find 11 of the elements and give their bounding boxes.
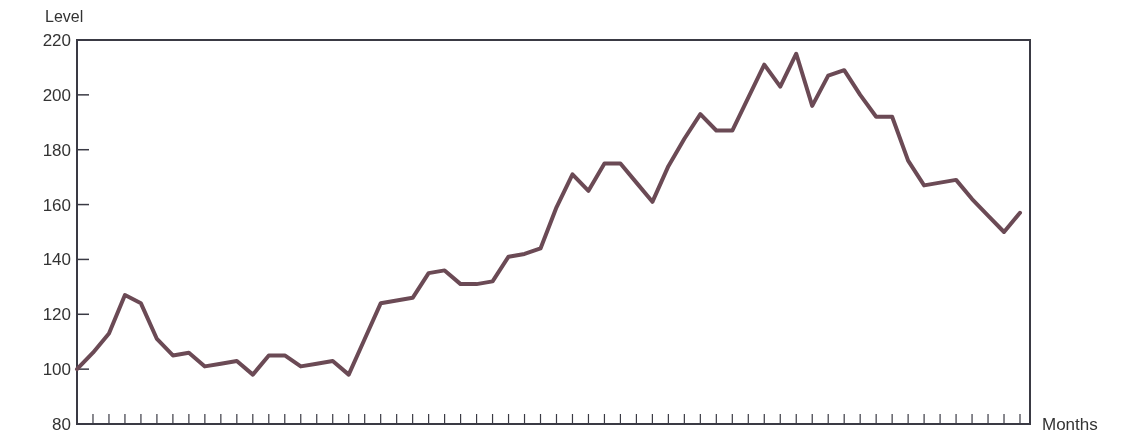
y-tick-label: 180 (42, 140, 71, 160)
y-tick-label: 220 (42, 30, 71, 50)
y-tick-label: 80 (52, 414, 71, 434)
y-tick-label: 100 (42, 360, 71, 380)
y-tick-label: 160 (42, 195, 71, 215)
y-axis-title: Level (45, 8, 84, 25)
y-tick-label: 140 (42, 250, 71, 270)
y-tick-label: 120 (42, 305, 71, 325)
line-series (75, 51, 1022, 377)
x-axis-title: Months (1042, 415, 1098, 434)
y-tick-label: 200 (42, 85, 71, 105)
